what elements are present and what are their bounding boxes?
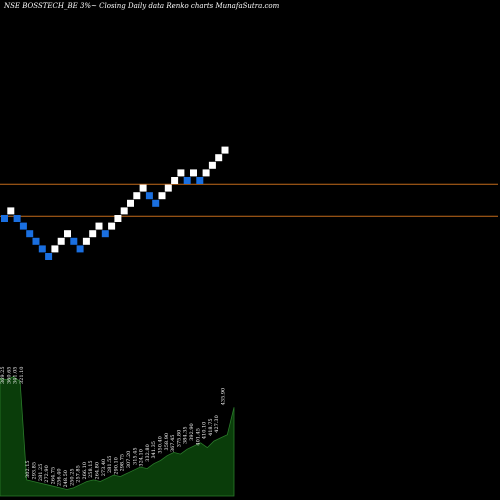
renko-brick-up [114, 215, 122, 222]
volume-price-label: 264.75 [50, 467, 56, 485]
renko-bricks [1, 146, 229, 260]
volume-price-label: 307.20 [126, 451, 132, 469]
volume-price-label: 392.90 [189, 423, 195, 441]
volume-price-label: 384.35 [183, 426, 189, 444]
renko-brick-up [57, 237, 65, 245]
volume-price-label: 290.10 [113, 457, 119, 475]
renko-brick-down [45, 253, 53, 260]
renko-brick-down [76, 245, 84, 253]
volume-price-label: 250.25 [69, 468, 75, 486]
reference-lines [0, 183, 498, 217]
volume-price-label: 257.85 [76, 465, 82, 483]
volume-price-label: 281.25 [38, 464, 44, 482]
renko-brick-up [208, 161, 216, 169]
volume-price-label: 367.45 [170, 435, 176, 453]
volume-price-label: 272.90 [44, 465, 50, 483]
renko-brick-down [1, 215, 8, 222]
renko-brick-up [108, 222, 116, 230]
volume-price-label: 358.90 [164, 433, 170, 451]
volume-price-label: 332.80 [145, 444, 151, 462]
renko-brick-up [133, 192, 141, 200]
volume-price-label: 293.85 [32, 462, 38, 480]
volume-area [0, 376, 235, 497]
renko-brick-up [64, 230, 71, 238]
renko-brick-up [51, 245, 59, 253]
renko-brick-down [152, 199, 160, 207]
renko-brick-up [82, 237, 90, 245]
volume-price-label: 435.90 [221, 388, 227, 406]
renko-brick-up [171, 177, 179, 184]
renko-brick-up [89, 230, 97, 238]
chart-title: NSE BOSSTECH_BE 3%~ Closing Daily data R… [4, 2, 280, 10]
volume-price-label: 315.45 [132, 447, 138, 465]
volume-price-label: 341.35 [151, 441, 157, 459]
volume-price-label: 321.10 [19, 367, 25, 385]
renko-brick-up [158, 192, 166, 200]
renko-brick-up [7, 207, 15, 215]
renko-brick-up [190, 169, 197, 177]
volume-price-label: 350.40 [158, 436, 164, 454]
renko-brick-up [95, 222, 103, 230]
volume-price-label: 298.75 [120, 454, 126, 472]
renko-brick-down [13, 215, 21, 222]
renko-brick-down [196, 177, 204, 184]
volume-price-label: 401.45 [195, 428, 201, 446]
renko-brick-down [26, 230, 34, 238]
renko-brick-down [183, 177, 191, 184]
renko-brick-down [32, 237, 40, 245]
volume-price-label: 302.15 [25, 460, 31, 478]
renko-brick-up [202, 169, 210, 177]
volume-price-label: 264.80 [95, 462, 101, 480]
volume-price-label: 266.10 [82, 462, 88, 480]
volume-price-label: 273.40 [101, 459, 107, 477]
renko-brick-down [145, 192, 153, 200]
renko-brick-down [19, 222, 27, 230]
volume-price-label: 360.65 [6, 367, 12, 385]
volume-price-label: 258.15 [88, 460, 94, 478]
renko-brick-up [215, 154, 223, 162]
renko-brick-up [164, 184, 172, 192]
renko-brick-up [139, 184, 147, 192]
volume-price-label: 427.30 [214, 415, 220, 433]
volume-price-label: 281.55 [107, 456, 113, 474]
volume-price-label: 375.80 [176, 430, 182, 448]
renko-brick-down [70, 237, 78, 245]
volume-price-label: 369.25 [0, 367, 6, 385]
volume-area-fill [0, 376, 235, 497]
renko-brick-up [120, 207, 128, 215]
renko-brick-down [38, 245, 46, 253]
renko-brick-up [221, 146, 229, 154]
renko-brick-up [177, 169, 185, 177]
volume-price-label: 248.50 [63, 470, 69, 488]
volume-price-label: 256.40 [57, 468, 63, 486]
renko-brick-up [127, 199, 134, 207]
volume-price-label: 418.75 [208, 418, 214, 436]
volume-price-label: 410.10 [202, 422, 208, 440]
renko-brick-down [101, 230, 109, 238]
volume-price-label: 341.05 [13, 367, 19, 385]
volume-price-label: 324.10 [139, 449, 145, 467]
